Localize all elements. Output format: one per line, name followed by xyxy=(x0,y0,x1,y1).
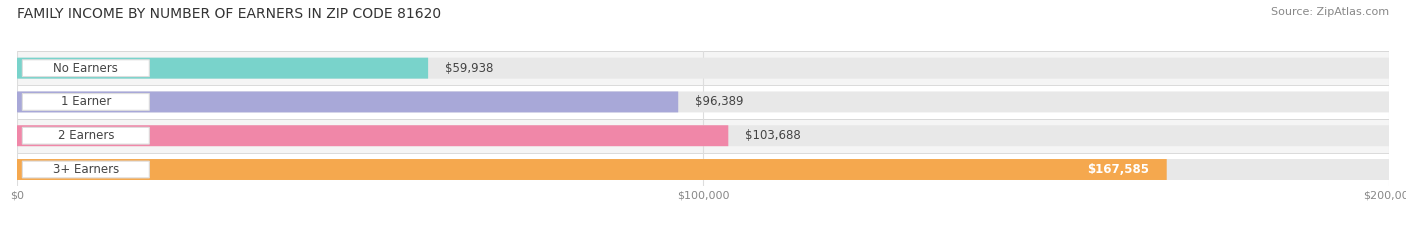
Text: $167,585: $167,585 xyxy=(1088,163,1150,176)
FancyBboxPatch shape xyxy=(22,94,149,110)
FancyBboxPatch shape xyxy=(17,51,1389,85)
Text: $96,389: $96,389 xyxy=(696,96,744,108)
Text: Source: ZipAtlas.com: Source: ZipAtlas.com xyxy=(1271,7,1389,17)
FancyBboxPatch shape xyxy=(17,92,678,112)
Text: FAMILY INCOME BY NUMBER OF EARNERS IN ZIP CODE 81620: FAMILY INCOME BY NUMBER OF EARNERS IN ZI… xyxy=(17,7,441,21)
Text: 2 Earners: 2 Earners xyxy=(58,129,114,142)
FancyBboxPatch shape xyxy=(22,161,149,178)
FancyBboxPatch shape xyxy=(17,159,1389,180)
FancyBboxPatch shape xyxy=(17,58,427,79)
FancyBboxPatch shape xyxy=(17,125,728,146)
FancyBboxPatch shape xyxy=(17,153,1389,186)
FancyBboxPatch shape xyxy=(17,85,1389,119)
FancyBboxPatch shape xyxy=(17,159,1167,180)
FancyBboxPatch shape xyxy=(22,127,149,144)
FancyBboxPatch shape xyxy=(17,125,1389,146)
FancyBboxPatch shape xyxy=(17,119,1389,153)
FancyBboxPatch shape xyxy=(17,92,1389,112)
Text: $103,688: $103,688 xyxy=(745,129,801,142)
Text: No Earners: No Earners xyxy=(53,62,118,75)
FancyBboxPatch shape xyxy=(22,60,149,76)
Text: $59,938: $59,938 xyxy=(446,62,494,75)
Text: 1 Earner: 1 Earner xyxy=(60,96,111,108)
FancyBboxPatch shape xyxy=(17,58,1389,79)
Text: 3+ Earners: 3+ Earners xyxy=(52,163,120,176)
